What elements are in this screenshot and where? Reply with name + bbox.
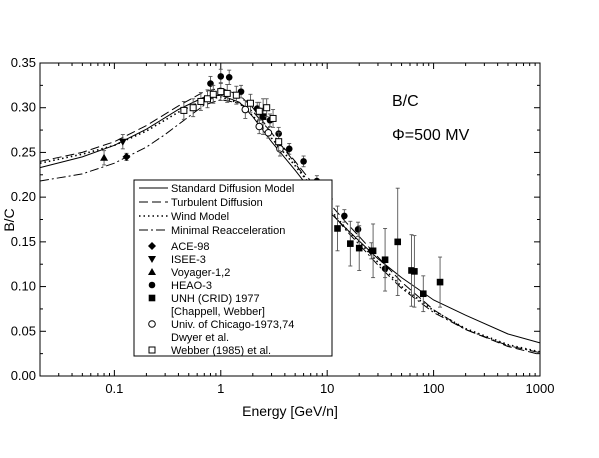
- point-ace-98: [122, 152, 131, 161]
- x-tick-label: 100: [423, 381, 445, 396]
- point-unh-crid-1977-chappell-webber: [259, 113, 267, 120]
- annotation-bc: B/C: [392, 93, 419, 110]
- y-tick-label: 0.05: [11, 323, 36, 338]
- y-tick-label: 0.15: [11, 234, 36, 249]
- point-unh-crid-1977-chappell-webber: [436, 278, 444, 286]
- curve-turbulent-diffusion: [39, 87, 541, 355]
- annotation-phi: Φ=500 MV: [392, 127, 470, 144]
- point-heao-3: [341, 212, 348, 220]
- y-tick-label: 0.00: [11, 368, 36, 383]
- point-isee-3: [118, 138, 127, 146]
- axis-ticks: 0.00 0.05 0.10 0.15 0.20 0.25 0.30 0.35 0.1 1 10 10…: [11, 55, 555, 396]
- y-tick-label: 0.10: [11, 279, 36, 294]
- legend-label: ISEE-3: [171, 254, 206, 266]
- legend-label: Wind Model: [171, 211, 229, 223]
- point-webber-1985-et-al: [217, 88, 225, 96]
- legend-label: HEAO-3: [171, 280, 212, 292]
- legend-label: [Chappell, Webber]: [171, 306, 265, 318]
- point-unh-crid-1977-chappell-webber: [381, 256, 389, 264]
- point-univ-of-chicago-1973-74-dwyer-et-al: [276, 145, 284, 153]
- y-tick-label: 0.30: [11, 100, 36, 115]
- legend: Standard Diffusion Model Turbulent Diffus…: [133, 179, 333, 357]
- point-unh-crid-1977-chappell-webber: [419, 290, 427, 298]
- legend-marker-square-filled: [148, 294, 156, 302]
- point-webber-1985-et-al: [275, 138, 283, 146]
- point-voyager-1-2: [100, 153, 109, 161]
- point-heao-3: [217, 73, 225, 80]
- point-heao-3: [225, 74, 233, 81]
- point-webber-1985-et-al: [197, 97, 205, 105]
- point-webber-1985-et-al: [263, 104, 271, 112]
- point-webber-1985-et-al: [255, 107, 263, 115]
- x-tick-label: 1000: [526, 381, 555, 396]
- point-heao-3: [354, 226, 362, 233]
- point-univ-of-chicago-1973-74-dwyer-et-al: [264, 128, 273, 137]
- legend-label: Turbulent Diffusion: [171, 197, 263, 209]
- point-unh-crid-1977-chappell-webber: [334, 225, 341, 232]
- point-webber-1985-et-al: [269, 114, 277, 122]
- point-webber-1985-et-al: [189, 104, 197, 112]
- point-unh-crid-1977-chappell-webber: [411, 268, 418, 275]
- legend-marker-circle-open: [148, 320, 156, 328]
- legend-marker-triangle-up-filled: [148, 268, 156, 275]
- point-heao-3: [207, 80, 214, 87]
- y-tick-label: 0.25: [11, 144, 36, 159]
- legend-label: Minimal Reacceleration: [171, 225, 285, 237]
- point-webber-1985-et-al: [246, 99, 254, 107]
- point-webber-1985-et-al: [180, 106, 188, 114]
- legend-label: ACE-98: [171, 241, 210, 253]
- point-univ-of-chicago-1973-74-dwyer-et-al: [255, 122, 264, 131]
- curve-minimal-reacceleration: [39, 99, 541, 354]
- point-webber-1985-et-al: [209, 90, 217, 98]
- x-tick-label: 0.1: [105, 381, 123, 396]
- legend-label: Webber (1985) et al.: [171, 345, 271, 357]
- point-webber-1985-et-al: [223, 89, 231, 97]
- point-univ-of-chicago-1973-74-dwyer-et-al: [241, 105, 250, 114]
- legend-label: Voyager-1,2: [171, 267, 230, 279]
- y-tick-label: 0.20: [11, 189, 36, 204]
- legend-marker-square-open: [148, 346, 156, 354]
- point-unh-crid-1977-chappell-webber: [369, 247, 377, 255]
- x-axis-title: Energy [GeV/n]: [242, 403, 338, 419]
- point-webber-1985-et-al: [203, 95, 211, 103]
- point-unh-crid-1977-chappell-webber: [347, 240, 354, 247]
- x-tick-label: 10: [320, 381, 334, 396]
- legend-box: [133, 179, 333, 357]
- x-tick-label: 1: [217, 381, 224, 396]
- legend-marker-circle-filled: [148, 281, 156, 289]
- legend-marker-diamond-filled: [148, 242, 156, 250]
- y-tick-label: 0.35: [11, 55, 36, 70]
- point-unh-crid-1977-chappell-webber: [394, 238, 402, 246]
- legend-label: Dwyer et al.: [171, 332, 229, 344]
- legend-marker-triangle-down-filled: [148, 256, 156, 263]
- y-axis-title: B/C: [1, 208, 17, 231]
- point-unh-crid-1977-chappell-webber: [355, 244, 363, 252]
- legend-label: UNH (CRID) 1977: [171, 293, 260, 305]
- legend-label: Univ. of Chicago-1973,74: [171, 319, 294, 331]
- legend-label: Standard Diffusion Model: [171, 183, 294, 195]
- point-heao-3: [300, 158, 307, 165]
- point-heao-3: [285, 145, 293, 153]
- point-webber-1985-et-al: [232, 91, 240, 99]
